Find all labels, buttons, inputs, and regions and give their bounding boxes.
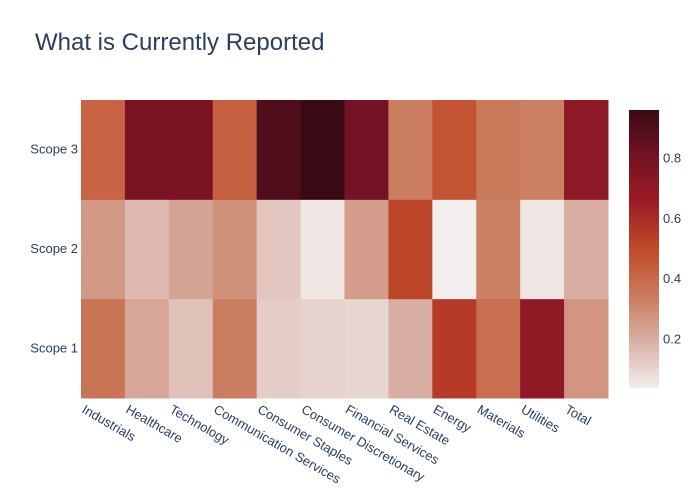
heatmap-cell xyxy=(520,298,565,399)
heatmap-cell xyxy=(344,298,389,399)
x-axis-labels: IndustrialsHealthcareTechnologyCommunica… xyxy=(79,402,593,487)
heatmap-cell xyxy=(432,298,477,399)
heatmap-cell xyxy=(168,100,214,200)
heatmap-cell xyxy=(388,298,433,399)
heatmap-cell xyxy=(212,298,258,399)
heatmap-cell xyxy=(344,100,389,200)
heatmap-cell xyxy=(476,100,521,200)
heatmap-cell xyxy=(432,199,477,300)
heatmap-cell xyxy=(564,199,609,300)
heatmap-cell xyxy=(520,100,565,200)
heatmap-cell xyxy=(81,298,126,399)
x-tick-label: Materials xyxy=(475,402,529,442)
colorbar-ticks: 0.2 0.4 0.6 0.8 xyxy=(663,150,681,346)
heatmap-cell xyxy=(124,199,170,300)
heatmap-cell xyxy=(300,199,345,300)
heatmap-cell xyxy=(432,100,477,200)
y-tick-label: Scope 2 xyxy=(30,241,78,256)
heatmap-cell xyxy=(168,298,214,399)
colorbar-tick-label: 0.4 xyxy=(663,271,681,286)
heatmap-cell xyxy=(81,100,126,200)
heatmap-cells xyxy=(81,100,609,399)
heatmap-cell xyxy=(212,199,258,300)
heatmap-cell xyxy=(124,298,170,399)
y-tick-label: Scope 1 xyxy=(30,340,78,355)
heatmap-cell xyxy=(476,298,521,399)
heatmap-cell xyxy=(476,199,521,300)
heatmap-cell xyxy=(81,199,126,300)
y-tick-label: Scope 3 xyxy=(30,142,78,157)
heatmap-cell xyxy=(388,199,433,300)
heatmap-cell xyxy=(124,100,170,200)
heatmap-cell xyxy=(520,199,565,300)
heatmap-cell xyxy=(564,100,609,200)
heatmap-cell xyxy=(388,100,433,200)
colorbar-tick-label: 0.6 xyxy=(663,211,681,226)
heatmap-cell xyxy=(256,199,302,300)
chart-title: What is Currently Reported xyxy=(35,29,324,56)
colorbar xyxy=(629,110,659,388)
y-axis-labels: Scope 1 Scope 2 Scope 3 xyxy=(30,142,78,356)
colorbar-tick-label: 0.2 xyxy=(663,332,681,347)
heatmap-cell xyxy=(300,298,345,399)
heatmap-cell xyxy=(344,199,389,300)
x-tick-label: Total xyxy=(563,402,594,429)
heatmap-cell xyxy=(256,100,302,200)
heatmap-cell xyxy=(300,100,345,200)
colorbar-tick-label: 0.8 xyxy=(663,150,681,165)
heatmap-cell xyxy=(564,298,609,399)
heatmap-cell xyxy=(168,199,214,300)
heatmap-cell xyxy=(256,298,302,399)
heatmap-cell xyxy=(212,100,258,200)
